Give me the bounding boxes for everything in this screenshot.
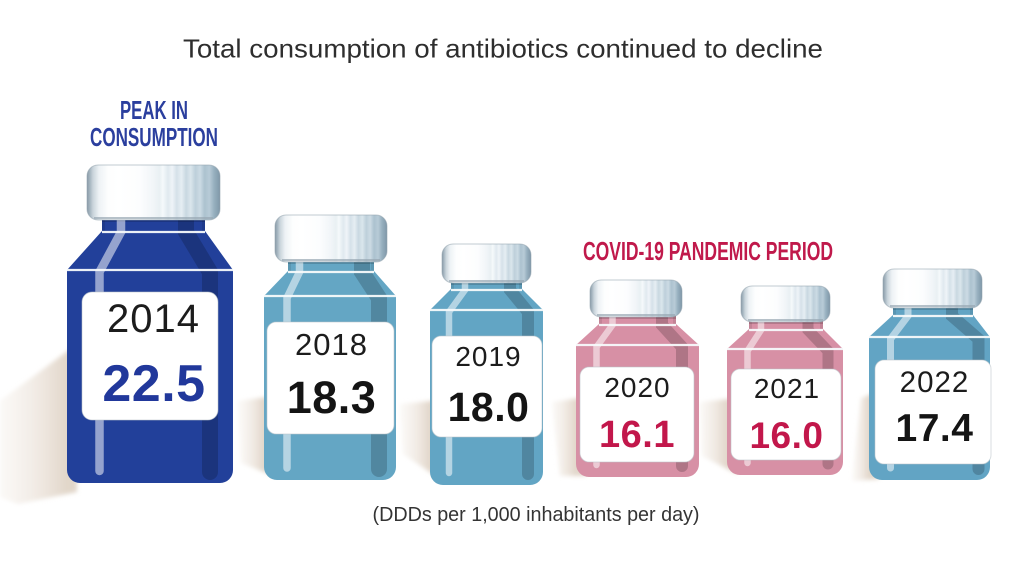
svg-text:(DDDs per 1,000 inhabitants pe: (DDDs per 1,000 inhabitants per day) [373,504,700,526]
svg-text:PEAK IN: PEAK IN [120,95,188,125]
svg-text:2018: 2018 [295,327,368,362]
svg-text:17.4: 17.4 [896,407,974,450]
svg-text:22.5: 22.5 [102,355,205,413]
svg-text:2021: 2021 [754,373,820,404]
svg-text:18.0: 18.0 [448,384,530,430]
svg-text:2019: 2019 [455,341,521,372]
svg-text:18.3: 18.3 [287,372,377,423]
svg-text:Total consumption of antibioti: Total consumption of antibiotics continu… [183,34,823,64]
svg-text:16.1: 16.1 [599,414,675,456]
svg-text:CONSUMPTION: CONSUMPTION [90,122,218,152]
svg-text:16.0: 16.0 [749,415,823,456]
svg-text:2014: 2014 [107,297,200,341]
svg-text:2022: 2022 [900,366,970,399]
svg-text:COVID-19 PANDEMIC PERIOD: COVID-19 PANDEMIC PERIOD [583,236,833,266]
svg-text:2020: 2020 [604,372,670,403]
